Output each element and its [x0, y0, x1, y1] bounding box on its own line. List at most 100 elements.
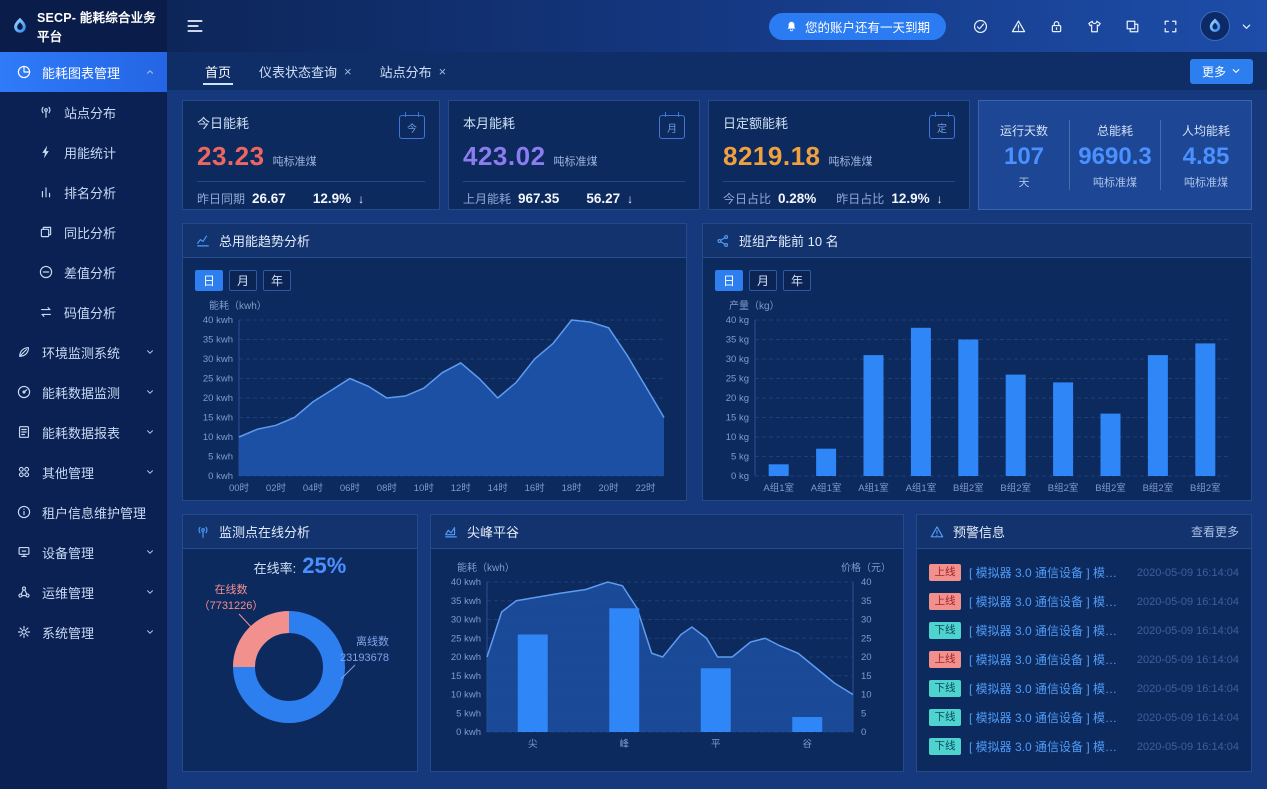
- theme-icon[interactable]: [1086, 18, 1103, 35]
- sidebar-item-tenant-info-management[interactable]: 租户信息维护管理: [0, 492, 167, 532]
- svg-text:02时: 02时: [266, 482, 287, 494]
- view-more-link[interactable]: 查看更多: [1190, 525, 1239, 539]
- more-tabs-button[interactable]: 更多: [1189, 58, 1253, 84]
- sidebar-item-energy-data-reports[interactable]: 能耗数据报表: [0, 412, 167, 452]
- card-title: 班组产能前 10 名: [739, 234, 839, 249]
- svg-text:40 kg: 40 kg: [726, 315, 749, 326]
- alert-message[interactable]: [ 模拟器 3.0 通信设备 ] 模拟器 3.0...: [969, 740, 1129, 754]
- windows-icon[interactable]: [1124, 18, 1141, 35]
- sidebar-item-operations-management[interactable]: 运维管理: [0, 572, 167, 612]
- alert-timestamp: 2020-05-09 16:14:04: [1136, 740, 1239, 753]
- energy-data-reports-icon: [16, 424, 32, 440]
- tab-site-distribution[interactable]: 站点分布 ×: [366, 52, 461, 90]
- alert-row: 上线 [ 模拟器 3.0 通信设备 ] 模拟器 3.0... 2020-05-09 …: [929, 587, 1239, 616]
- lock-icon[interactable]: [1048, 18, 1065, 35]
- toggle-年[interactable]: 年: [263, 270, 292, 291]
- sidebar-item-energy-chart-management[interactable]: 能耗图表管理: [0, 52, 167, 92]
- tab-bar: 首页 仪表状态查询 × 站点分布 × 更多: [167, 52, 1267, 90]
- sidebar-item-label: 能耗图表管理: [42, 65, 121, 81]
- sidebar-item-label: 站点分布: [64, 105, 117, 121]
- svg-text:10: 10: [861, 690, 872, 701]
- sidebar-item-site-distribution[interactable]: 站点分布: [0, 92, 167, 132]
- code-value-analysis-icon: [38, 304, 54, 320]
- svg-text:30: 30: [861, 615, 872, 626]
- alert-message[interactable]: [ 模拟器 3.0 通信设备 ] 模拟器 3.0...: [969, 711, 1129, 725]
- toggle-年[interactable]: 年: [783, 270, 812, 291]
- sidebar-item-difference-analysis[interactable]: 差值分析: [0, 252, 167, 292]
- svg-text:22时: 22时: [635, 482, 656, 494]
- team-period-toggle: 日月年: [715, 270, 1239, 291]
- tab-close-icon[interactable]: ×: [344, 63, 352, 79]
- alert-status-badge: 下线: [929, 709, 961, 726]
- svg-text:10 kwh: 10 kwh: [203, 432, 233, 443]
- sidebar-item-system-management[interactable]: 系统管理: [0, 612, 167, 652]
- peak-valley-card: 尖峰平谷 能耗（kwh） 价格（元） 0 kwh 0 5 kwh 5 10 kwh 10 1…: [430, 514, 904, 772]
- sidebar-item-ranking-analysis[interactable]: 排名分析: [0, 172, 167, 212]
- sidebar-item-energy-data-monitoring[interactable]: 能耗数据监测: [0, 372, 167, 412]
- tab-label: 首页: [205, 64, 232, 80]
- fullscreen-icon[interactable]: [1162, 18, 1179, 35]
- ranking-analysis-icon: [38, 184, 54, 200]
- kpi-value: 8219.18: [723, 141, 821, 171]
- tab-home[interactable]: 首页: [191, 52, 245, 90]
- alerts-card: 预警信息 查看更多 上线 [ 模拟器 3.0 通信设备 ] 模拟器 3.0... 2…: [916, 514, 1252, 772]
- online-rate: 在线率: 25%: [253, 553, 347, 578]
- sidebar-item-energy-usage-stats[interactable]: 用能统计: [0, 132, 167, 172]
- svg-text:B组2室: B组2室: [1000, 482, 1031, 494]
- other-management-icon: [16, 464, 32, 480]
- alert-message[interactable]: [ 模拟器 3.0 通信设备 ] 模拟器 3.0...: [969, 682, 1129, 696]
- kpi-title: 今日能耗: [197, 116, 250, 131]
- warning-icon[interactable]: [1010, 18, 1027, 35]
- svg-text:40 kwh: 40 kwh: [451, 577, 481, 588]
- alert-row: 下线 [ 模拟器 3.0 通信设备 ] 模拟器 3.0... 2020-05-09 …: [929, 616, 1239, 645]
- toggle-日[interactable]: 日: [715, 270, 744, 291]
- tab-close-icon[interactable]: ×: [438, 63, 447, 79]
- calendar-today-icon: 今: [399, 112, 425, 139]
- team-bar-chart: 0 kg 5 kg 10 kg 15 kg 20 kg 25 kg 30 kg 35 kg 40…: [715, 314, 1239, 498]
- kpi-card-month-energy: 本月能耗 月 423.02 吨标准煤 上月能耗 967.35 56.27 ↓: [448, 100, 700, 210]
- tab-label: 站点分布: [379, 64, 432, 80]
- alert-status-badge: 下线: [929, 738, 961, 755]
- sidebar-item-device-management[interactable]: 设备管理: [0, 532, 167, 572]
- alert-row: 上线 [ 模拟器 3.0 通信设备 ] 模拟器 3.0... 2020-05-09 …: [929, 558, 1239, 587]
- calendar-quota-icon: 定: [929, 112, 955, 139]
- stat-per-capita-energy: 人均能耗 4.85 吨标准煤: [1160, 120, 1251, 190]
- collapse-menu-icon[interactable]: [185, 16, 205, 36]
- svg-text:15 kwh: 15 kwh: [203, 413, 233, 424]
- svg-text:B组2室: B组2室: [1143, 482, 1174, 494]
- charts-row-1: 总用能趋势分析 日月年 能耗（kwh） 0 kwh 5 kwh 10 kwh 15 k…: [182, 223, 1252, 501]
- alert-row: 下线 [ 模拟器 3.0 通信设备 ] 模拟器 3.0... 2020-05-09 …: [929, 732, 1239, 761]
- sidebar-item-yoy-analysis[interactable]: 同比分析: [0, 212, 167, 252]
- toggle-月[interactable]: 月: [749, 270, 778, 291]
- alert-message[interactable]: [ 模拟器 3.0 通信设备 ] 模拟器 3.0...: [969, 624, 1129, 638]
- alert-timestamp: 2020-05-09 16:14:04: [1136, 566, 1239, 579]
- svg-text:10时: 10时: [414, 482, 435, 494]
- tab-meter-status[interactable]: 仪表状态查询 ×: [245, 52, 366, 90]
- sidebar-item-label: 租户信息维护管理: [42, 505, 147, 521]
- alert-message[interactable]: [ 模拟器 3.0 通信设备 ] 模拟器 3.0...: [969, 653, 1129, 667]
- peak-valley-combo-chart: 0 kwh 0 5 kwh 5 10 kwh 10 15 kwh 15 20 kwh 20 25 k…: [443, 576, 891, 754]
- trend-area-chart: 0 kwh 5 kwh 10 kwh 15 kwh 20 kwh 25 kwh 30 kwh…: [195, 314, 674, 498]
- notification-text: 您的账户还有一天到期: [804, 20, 930, 35]
- tab-label: 仪表状态查询: [259, 64, 338, 80]
- avatar[interactable]: [1200, 11, 1230, 41]
- svg-text:25 kg: 25 kg: [726, 374, 749, 385]
- audit-icon[interactable]: [972, 18, 989, 35]
- alert-message[interactable]: [ 模拟器 3.0 通信设备 ] 模拟器 3.0...: [969, 566, 1129, 580]
- team-capacity-card: 班组产能前 10 名 日月年 产量（kg） 0 kg 5 kg 10 kg 15 kg…: [702, 223, 1252, 501]
- account-expiry-notification[interactable]: 您的账户还有一天到期: [768, 12, 946, 40]
- toggle-月[interactable]: 月: [229, 270, 258, 291]
- sidebar-item-code-value-analysis[interactable]: 码值分析: [0, 292, 167, 332]
- sidebar-item-other-management[interactable]: 其他管理: [0, 452, 167, 492]
- card-title: 总用能趋势分析: [219, 234, 311, 249]
- toggle-日[interactable]: 日: [195, 270, 224, 291]
- svg-text:30 kwh: 30 kwh: [203, 354, 233, 365]
- sidebar-item-environment-monitoring[interactable]: 环境监测系统: [0, 332, 167, 372]
- alert-message[interactable]: [ 模拟器 3.0 通信设备 ] 模拟器 3.0...: [969, 595, 1129, 609]
- alert-timestamp: 2020-05-09 16:14:04: [1136, 682, 1239, 695]
- user-menu-chevron-icon[interactable]: [1240, 20, 1253, 33]
- sidebar-item-label: 环境监测系统: [42, 345, 121, 361]
- svg-text:20 kwh: 20 kwh: [203, 393, 233, 404]
- svg-text:尖: 尖: [528, 738, 538, 750]
- area-chart-icon: [443, 524, 459, 540]
